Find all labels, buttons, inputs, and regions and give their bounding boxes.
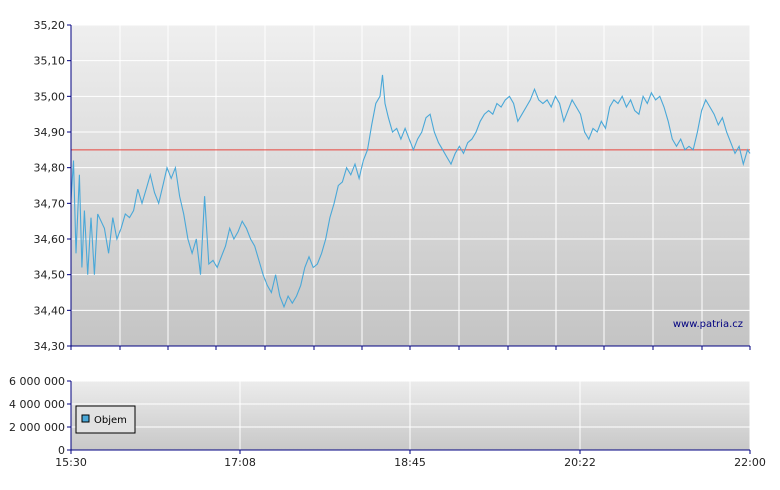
volume-y-ticks: 0 2 000 000 4 000 000 6 000 000	[9, 375, 71, 457]
price-y-tick-label: 34,60	[34, 233, 66, 246]
price-y-ticks: 34,30 34,40 34,50 34,60 34,70 34,80 34,90 35,00…	[34, 19, 71, 353]
volume-x-ticks: 15:30 17:08 18:45 20:22 22:00	[55, 450, 766, 469]
watermark: www.patria.cz	[673, 319, 743, 330]
price-y-tick-label: 35,10	[34, 55, 66, 68]
volume-y-tick-label: 0	[58, 444, 65, 457]
x-tick-label: 15:30	[55, 456, 87, 469]
legend-label: Objem	[94, 415, 127, 426]
volume-y-tick-label: 6 000 000	[9, 375, 65, 388]
price-series-line	[70, 74, 751, 309]
x-tick-label: 22:00	[734, 456, 766, 469]
price-y-tick-label: 34,90	[34, 126, 66, 139]
price-x-ticks	[70, 346, 751, 350]
price-y-tick-label: 34,80	[34, 162, 66, 175]
volume-legend: Objem	[75, 405, 136, 434]
x-tick-label: 18:45	[394, 456, 426, 469]
legend-swatch	[81, 414, 90, 423]
volume-y-tick-label: 4 000 000	[9, 398, 65, 411]
price-y-tick-label: 35,20	[34, 19, 66, 32]
price-y-tick-label: 34,50	[34, 269, 66, 282]
price-y-tick-label: 34,70	[34, 197, 66, 210]
price-panel: 34,30 34,40 34,50 34,60 34,70 34,80 34,90 35,00…	[34, 19, 751, 353]
price-y-tick-label: 34,30	[34, 340, 66, 353]
volume-y-tick-label: 2 000 000	[9, 421, 65, 434]
x-tick-label: 17:08	[224, 456, 256, 469]
price-y-tick-label: 34,40	[34, 304, 66, 317]
x-tick-label: 20:22	[564, 456, 596, 469]
price-y-tick-label: 35,00	[34, 90, 66, 103]
